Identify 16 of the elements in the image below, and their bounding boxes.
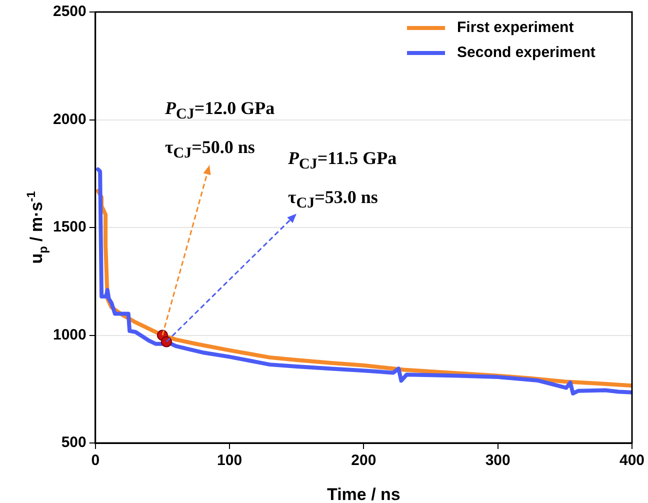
y-axis-title: up / m·s-1 — [24, 190, 50, 264]
x-tick-label: 100 — [217, 452, 242, 470]
x-tick-label: 300 — [485, 452, 510, 470]
y-tick-label: 1500 — [52, 218, 86, 236]
text: P$_{CJ}$=12.0 GPa τ$_{CJ}$=50.0 ns — [165, 98, 275, 162]
x-axis-title: Time / ns — [326, 485, 400, 503]
y-tick-label: 1000 — [52, 326, 86, 344]
legend-label: Second experiment — [457, 44, 596, 62]
y-tick-label: 2000 — [52, 110, 86, 128]
x-tick-label: 200 — [351, 452, 376, 470]
x-tick-label: 0 — [91, 452, 100, 470]
y-tick-label: 2500 — [52, 3, 86, 20]
y-tick-label: 500 — [61, 434, 86, 452]
text: P$_{CJ}$=11.5 GPa τ$_{CJ}$=53.0 ns — [288, 148, 397, 212]
legend-label: First experiment — [457, 19, 574, 36]
x-tick-label: 400 — [619, 452, 645, 470]
